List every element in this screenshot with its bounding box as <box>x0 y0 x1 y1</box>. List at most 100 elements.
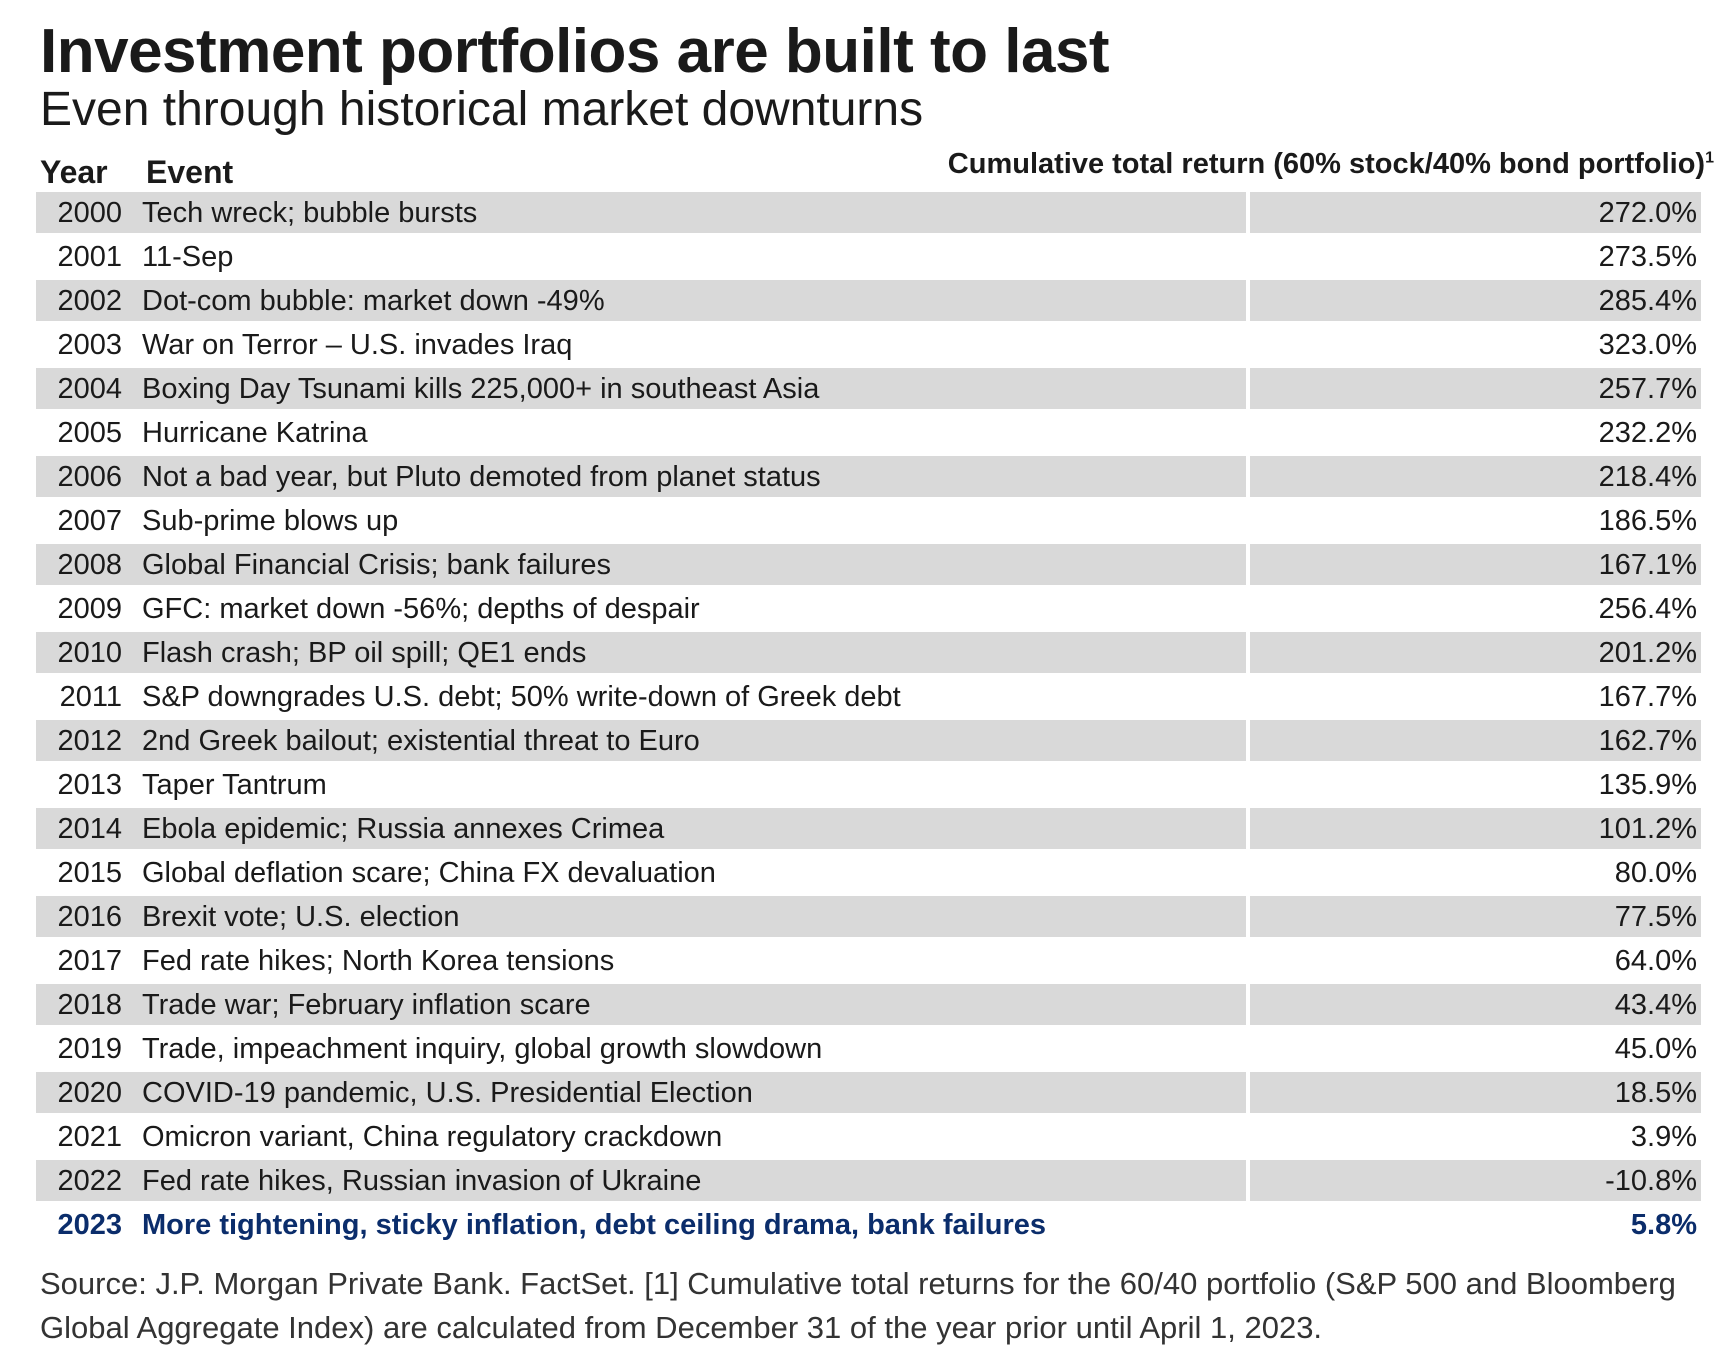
row-shading-return <box>1250 896 1701 937</box>
cell-event: Hurricane Katrina <box>142 417 368 449</box>
cell-event: Fed rate hikes, Russian invasion of Ukra… <box>142 1165 702 1197</box>
cell-event: Trade, impeachment inquiry, global growt… <box>142 1033 823 1065</box>
table-row: 2001 11-Sep 273.5% <box>36 236 1701 277</box>
table-row: 2022 Fed rate hikes, Russian invasion of … <box>36 1160 1701 1201</box>
row-shading <box>36 720 1246 761</box>
table-row: 2012 2nd Greek bailout; existential threa… <box>36 720 1701 761</box>
cell-year: 2005 <box>57 417 122 449</box>
table-row: 2018 Trade war; February inflation scare 4… <box>36 984 1701 1025</box>
cell-year: 2017 <box>57 945 122 977</box>
cell-year: 2000 <box>57 197 122 229</box>
cell-return: 18.5% <box>1614 1077 1697 1109</box>
table-row: 2008 Global Financial Crisis; bank failur… <box>36 544 1701 585</box>
cell-event: Dot-com bubble: market down -49% <box>142 285 605 317</box>
cell-return: 272.0% <box>1598 197 1697 229</box>
row-shading <box>36 280 1246 321</box>
cell-year: 2018 <box>57 989 122 1021</box>
cell-event: Brexit vote; U.S. election <box>142 901 460 933</box>
table-row: 2017 Fed rate hikes; North Korea tensions… <box>36 940 1701 981</box>
row-shading <box>36 808 1246 849</box>
table-row: 2003 War on Terror – U.S. invades Iraq 323… <box>36 324 1701 365</box>
cell-event: More tightening, sticky inflation, debt … <box>142 1209 1046 1241</box>
table-row: 2015 Global deflation scare; China FX dev… <box>36 852 1701 893</box>
cell-event: Boxing Day Tsunami kills 225,000+ in sou… <box>142 373 820 405</box>
row-shading <box>36 1072 1246 1113</box>
cell-event: 11-Sep <box>142 241 234 273</box>
cell-return: 167.1% <box>1598 549 1697 581</box>
header-return-footnote-ref: 1 <box>1705 149 1714 167</box>
row-shading-return <box>1250 280 1701 321</box>
row-shading-return <box>1250 1160 1701 1201</box>
cell-event: Not a bad year, but Pluto demoted from p… <box>142 461 821 493</box>
cell-year: 2020 <box>57 1077 122 1109</box>
cell-return: 80.0% <box>1614 857 1697 889</box>
cell-year: 2010 <box>57 637 122 669</box>
table-row: 2019 Trade, impeachment inquiry, global g… <box>36 1028 1701 1069</box>
row-shading-return <box>1250 720 1701 761</box>
cell-return: 135.9% <box>1598 769 1697 801</box>
cell-event: Sub-prime blows up <box>142 505 399 537</box>
row-shading-return <box>1250 808 1701 849</box>
table-row: 2006 Not a bad year, but Pluto demoted fr… <box>36 456 1701 497</box>
cell-return: 45.0% <box>1614 1033 1697 1065</box>
cell-year: 2012 <box>57 725 122 757</box>
cell-return: 232.2% <box>1598 417 1697 449</box>
cell-year: 2001 <box>57 241 122 273</box>
table-row: 2013 Taper Tantrum 135.9% <box>36 764 1701 805</box>
cell-year: 2007 <box>57 505 122 537</box>
table-row: 2014 Ebola epidemic; Russia annexes Crime… <box>36 808 1701 849</box>
table-row: 2016 Brexit vote; U.S. election 77.5% <box>36 896 1701 937</box>
cell-return: 186.5% <box>1598 505 1697 537</box>
cell-return: 162.7% <box>1598 725 1697 757</box>
cell-return: 256.4% <box>1598 593 1697 625</box>
cell-year: 2009 <box>57 593 122 625</box>
table-row: 2010 Flash crash; BP oil spill; QE1 ends 2… <box>36 632 1701 673</box>
cell-event: Trade war; February inflation scare <box>142 989 591 1021</box>
cell-event: COVID-19 pandemic, U.S. Presidential Ele… <box>142 1077 753 1109</box>
table-row: 2021 Omicron variant, China regulatory cr… <box>36 1116 1701 1157</box>
row-shading-return <box>1250 1072 1701 1113</box>
row-shading-return <box>1250 544 1701 585</box>
cell-return: -10.8% <box>1605 1165 1697 1197</box>
cell-return: 101.2% <box>1598 813 1697 845</box>
cell-return: 3.9% <box>1630 1121 1697 1153</box>
cell-return: 201.2% <box>1598 637 1697 669</box>
cell-return: 273.5% <box>1598 241 1697 273</box>
header-return: Cumulative total return (60% stock/40% b… <box>948 148 1714 181</box>
cell-year: 2002 <box>57 285 122 317</box>
cell-event: Global Financial Crisis; bank failures <box>142 549 612 581</box>
cell-year: 2022 <box>57 1165 122 1197</box>
cell-return: 5.8% <box>1630 1209 1697 1241</box>
cell-return: 43.4% <box>1614 989 1697 1021</box>
table-row: 2000 Tech wreck; bubble bursts 272.0% <box>36 192 1701 233</box>
row-shading-return <box>1250 632 1701 673</box>
row-shading <box>36 896 1246 937</box>
row-shading <box>36 1160 1246 1201</box>
cell-year: 2003 <box>57 329 122 361</box>
cell-year: 2023 <box>57 1209 122 1241</box>
cell-event: Ebola epidemic; Russia annexes Crimea <box>142 813 665 845</box>
cell-event: S&P downgrades U.S. debt; 50% write-down… <box>142 681 901 713</box>
row-shading-return <box>1250 456 1701 497</box>
cell-year: 2014 <box>57 813 122 845</box>
cell-year: 2011 <box>59 681 122 713</box>
table-row: 2002 Dot-com bubble: market down -49% 285.… <box>36 280 1701 321</box>
row-shading-return <box>1250 368 1701 409</box>
cell-year: 2004 <box>57 373 122 405</box>
table-row: 2007 Sub-prime blows up 186.5% <box>36 500 1701 541</box>
row-shading <box>36 544 1246 585</box>
cell-event: Fed rate hikes; North Korea tensions <box>142 945 615 977</box>
cell-event: GFC: market down -56%; depths of despair <box>142 593 700 625</box>
header-event: Event <box>146 154 234 190</box>
cell-event: Taper Tantrum <box>142 769 327 801</box>
row-shading <box>36 192 1246 233</box>
cell-return: 257.7% <box>1598 373 1697 405</box>
header-return-label: Cumulative total return (60% stock/40% b… <box>947 148 1706 180</box>
table-row: 2004 Boxing Day Tsunami kills 225,000+ in… <box>36 368 1701 409</box>
cell-event: Tech wreck; bubble bursts <box>142 197 478 229</box>
cell-event: War on Terror – U.S. invades Iraq <box>142 329 573 361</box>
cell-return: 218.4% <box>1598 461 1697 493</box>
cell-return: 77.5% <box>1614 901 1697 933</box>
row-shading <box>36 632 1246 673</box>
cell-year: 2006 <box>57 461 122 493</box>
